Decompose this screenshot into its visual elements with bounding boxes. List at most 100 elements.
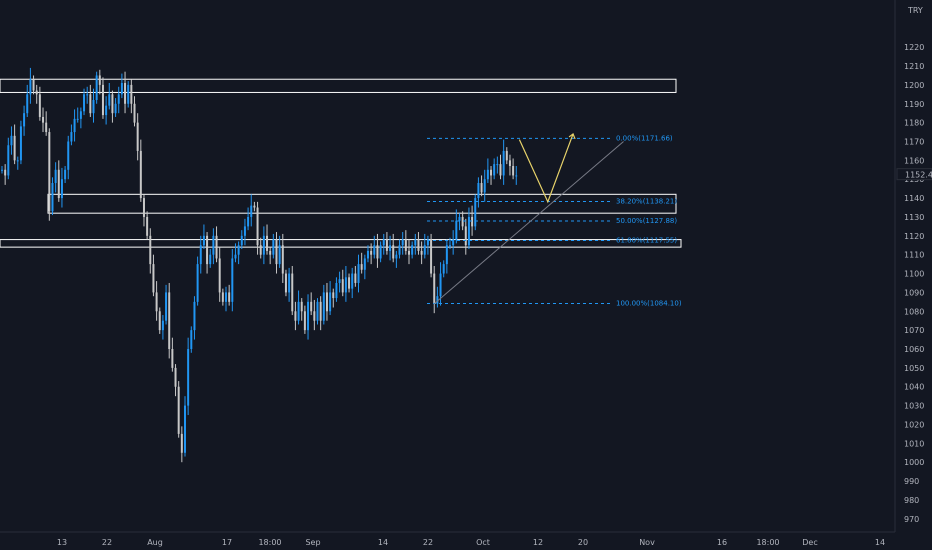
candle-body[interactable] bbox=[262, 235, 265, 255]
candle-body[interactable] bbox=[4, 169, 7, 176]
candle-body[interactable] bbox=[130, 84, 133, 104]
candle-body[interactable] bbox=[174, 367, 177, 387]
candle-body[interactable] bbox=[281, 245, 284, 274]
candle-body[interactable] bbox=[389, 245, 392, 251]
candle-body[interactable] bbox=[508, 160, 511, 167]
candle-body[interactable] bbox=[60, 179, 63, 199]
candle-body[interactable] bbox=[332, 292, 335, 299]
candle-body[interactable] bbox=[303, 311, 306, 331]
candle-body[interactable] bbox=[442, 264, 445, 274]
candle-body[interactable] bbox=[471, 216, 474, 227]
candle-body[interactable] bbox=[256, 207, 259, 246]
candle-body[interactable] bbox=[310, 301, 313, 312]
zone-box[interactable] bbox=[47, 193, 677, 214]
candle-body[interactable] bbox=[335, 282, 338, 299]
candle-body[interactable] bbox=[376, 245, 379, 259]
candle-body[interactable] bbox=[1, 169, 3, 171]
candle-body[interactable] bbox=[316, 301, 319, 321]
candle-body[interactable] bbox=[108, 94, 111, 106]
candle-body[interactable] bbox=[10, 135, 13, 146]
candle-body[interactable] bbox=[180, 433, 183, 453]
candle-body[interactable] bbox=[313, 311, 316, 321]
candle-body[interactable] bbox=[407, 250, 410, 255]
candle-body[interactable] bbox=[76, 118, 79, 120]
candle-body[interactable] bbox=[38, 94, 41, 117]
candle-body[interactable] bbox=[221, 292, 224, 302]
candle-body[interactable] bbox=[322, 292, 325, 321]
candle-body[interactable] bbox=[266, 235, 269, 251]
candle-body[interactable] bbox=[253, 205, 256, 208]
candle-body[interactable] bbox=[7, 145, 10, 176]
candle-body[interactable] bbox=[89, 94, 92, 114]
candles[interactable] bbox=[1, 67, 518, 463]
candle-body[interactable] bbox=[461, 216, 464, 227]
candle-body[interactable] bbox=[29, 79, 32, 95]
candle-body[interactable] bbox=[284, 273, 287, 293]
candle-body[interactable] bbox=[366, 250, 369, 259]
candle-body[interactable] bbox=[411, 245, 414, 255]
zones[interactable] bbox=[0, 78, 682, 248]
candle-body[interactable] bbox=[155, 292, 158, 312]
candle-body[interactable] bbox=[124, 83, 127, 104]
candle-body[interactable] bbox=[86, 94, 89, 96]
projection-path[interactable] bbox=[518, 133, 574, 204]
candle-body[interactable] bbox=[114, 103, 117, 114]
candle-body[interactable] bbox=[291, 273, 294, 312]
candle-body[interactable] bbox=[505, 150, 508, 161]
candle-body[interactable] bbox=[272, 239, 275, 255]
candle-body[interactable] bbox=[45, 122, 48, 133]
candle-body[interactable] bbox=[414, 239, 417, 246]
candle-body[interactable] bbox=[338, 279, 341, 283]
candle-body[interactable] bbox=[360, 264, 363, 270]
zone-box[interactable] bbox=[0, 78, 677, 93]
candle-body[interactable] bbox=[382, 239, 385, 246]
candle-body[interactable] bbox=[433, 273, 436, 304]
candle-body[interactable] bbox=[496, 164, 499, 166]
candle-body[interactable] bbox=[325, 292, 328, 312]
candle-body[interactable] bbox=[158, 311, 161, 331]
candle-body[interactable] bbox=[23, 113, 26, 127]
candle-body[interactable] bbox=[98, 75, 101, 85]
candle-body[interactable] bbox=[354, 273, 357, 283]
candle-body[interactable] bbox=[300, 301, 303, 312]
candle-body[interactable] bbox=[499, 164, 502, 176]
candle-body[interactable] bbox=[515, 175, 518, 177]
candle-body[interactable] bbox=[225, 292, 228, 302]
candle-body[interactable] bbox=[392, 245, 395, 259]
candle-body[interactable] bbox=[449, 245, 452, 247]
candle-body[interactable] bbox=[70, 132, 73, 142]
candle-body[interactable] bbox=[319, 301, 322, 321]
candle-body[interactable] bbox=[183, 405, 186, 453]
candle-body[interactable] bbox=[455, 220, 458, 240]
candle-body[interactable] bbox=[426, 239, 429, 246]
candle-body[interactable] bbox=[493, 164, 496, 176]
candle-body[interactable] bbox=[357, 264, 360, 283]
candle-body[interactable] bbox=[92, 99, 95, 114]
candle-body[interactable] bbox=[111, 94, 114, 114]
candle-body[interactable] bbox=[149, 235, 152, 265]
candle-body[interactable] bbox=[436, 296, 439, 304]
candle-body[interactable] bbox=[57, 169, 60, 199]
candle-body[interactable] bbox=[152, 264, 155, 293]
candle-body[interactable] bbox=[490, 169, 493, 176]
candle-body[interactable] bbox=[385, 239, 388, 251]
candle-body[interactable] bbox=[199, 245, 202, 265]
candle-body[interactable] bbox=[430, 239, 433, 274]
candle-body[interactable] bbox=[171, 349, 174, 368]
candle-body[interactable] bbox=[348, 277, 351, 289]
candle-body[interactable] bbox=[16, 160, 19, 162]
candle-body[interactable] bbox=[439, 273, 442, 297]
candle-body[interactable] bbox=[423, 245, 426, 255]
candle-body[interactable] bbox=[231, 258, 234, 302]
candle-body[interactable] bbox=[120, 83, 123, 95]
candle-body[interactable] bbox=[344, 277, 347, 293]
candle-body[interactable] bbox=[42, 116, 45, 123]
candle-body[interactable] bbox=[206, 235, 209, 265]
candle-body[interactable] bbox=[209, 254, 212, 265]
candle-body[interactable] bbox=[275, 239, 278, 265]
candle-body[interactable] bbox=[35, 90, 38, 95]
candle-body[interactable] bbox=[146, 216, 149, 236]
drawings[interactable] bbox=[433, 132, 624, 305]
zone-box[interactable] bbox=[0, 239, 682, 248]
candle-body[interactable] bbox=[398, 245, 401, 255]
